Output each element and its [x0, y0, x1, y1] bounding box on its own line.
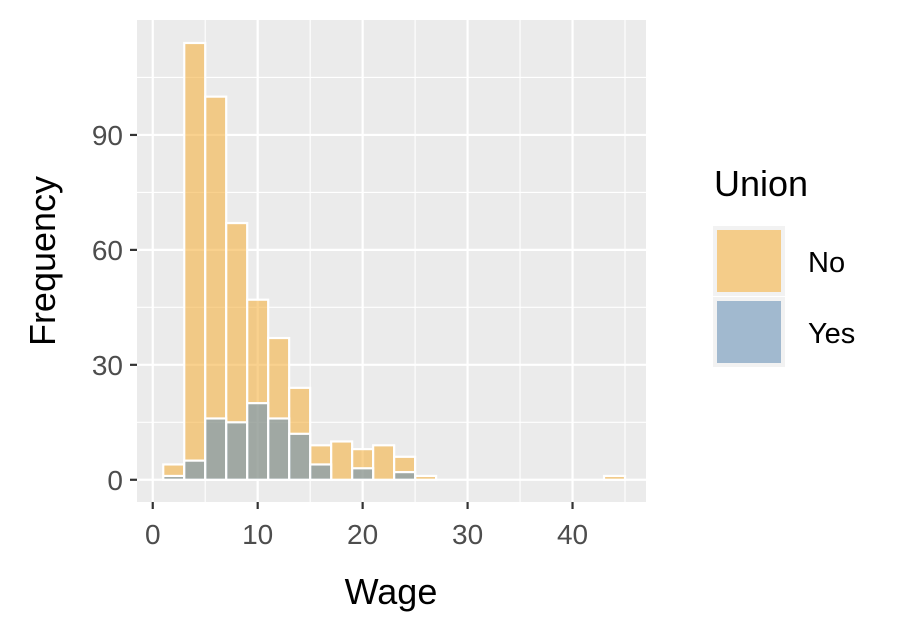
- legend-key-no: [717, 230, 781, 292]
- y-tick-labels: 0 30 60 90: [92, 120, 123, 496]
- y-tick-label: 0: [107, 465, 123, 496]
- bar-yes: [288, 432, 312, 481]
- legend-label-yes: Yes: [808, 318, 855, 350]
- y-tick-label: 30: [92, 350, 123, 381]
- x-tick-labels: 0 10 20 30 40: [145, 519, 588, 550]
- y-axis-title: Frequency: [22, 176, 63, 346]
- x-tick-label: 40: [557, 519, 588, 550]
- bar-no: [183, 41, 207, 481]
- y-tick-label: 90: [92, 120, 123, 151]
- x-tick-label: 10: [242, 519, 273, 550]
- bar-yes: [246, 402, 270, 481]
- bar-yes: [183, 459, 207, 481]
- bar-yes: [309, 463, 333, 481]
- y-tick-label: 60: [92, 235, 123, 266]
- legend-title: Union: [714, 163, 808, 204]
- bar-no: [330, 440, 354, 481]
- bar-yes: [162, 474, 186, 481]
- bar-no: [602, 474, 627, 481]
- legend: Union No Yes: [713, 163, 855, 367]
- legend-key-yes: [717, 301, 781, 363]
- bar-yes: [393, 471, 417, 481]
- bar-no: [372, 444, 396, 481]
- bar-yes: [204, 417, 228, 481]
- x-tick-label: 30: [452, 519, 483, 550]
- x-axis-title: Wage: [345, 571, 438, 612]
- legend-label-no: No: [808, 247, 845, 279]
- bar-yes: [225, 421, 249, 481]
- axis-ticks: [130, 133, 574, 509]
- bar-yes: [351, 467, 375, 481]
- x-tick-label: 0: [145, 519, 161, 550]
- x-tick-label: 20: [347, 519, 378, 550]
- bars: [162, 41, 627, 481]
- bar-yes: [267, 417, 291, 481]
- bar-no: [414, 474, 438, 481]
